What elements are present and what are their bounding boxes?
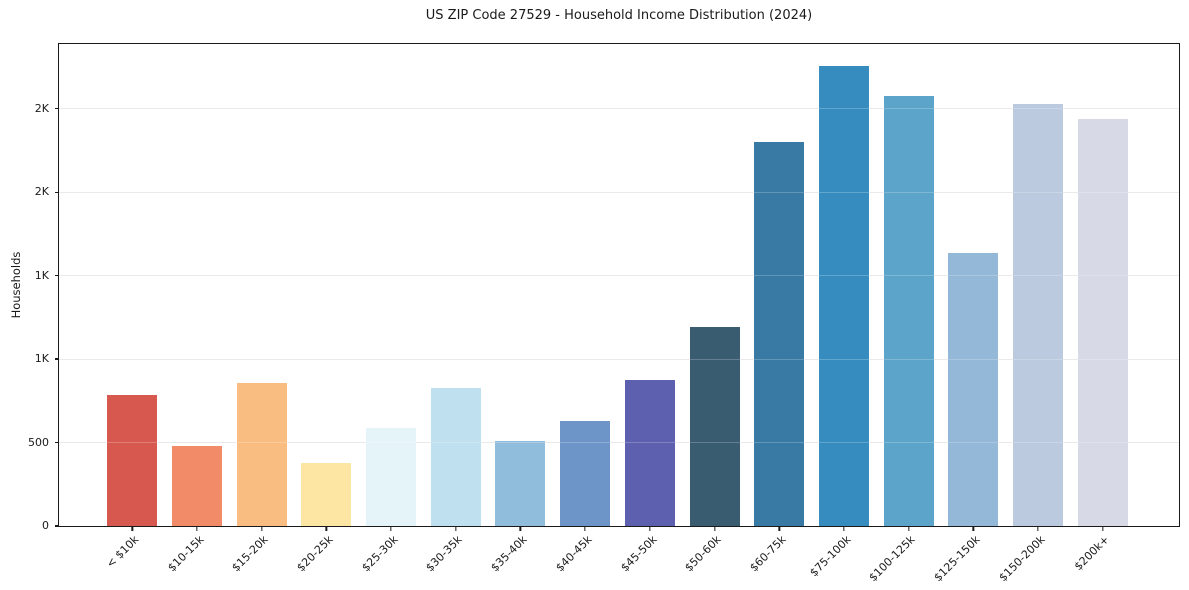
bar-slot: $45-50k xyxy=(618,44,683,574)
x-tick-mark xyxy=(325,526,328,531)
x-tick-mark xyxy=(131,526,133,531)
bar xyxy=(883,96,934,526)
bar-slot: $10-15k xyxy=(165,44,230,574)
y-tick-mark xyxy=(54,525,59,527)
bar-slot: $75-100k xyxy=(807,44,877,579)
y-axis-label: Households xyxy=(9,251,23,319)
bar-slot: $60-75k xyxy=(747,44,812,574)
y-tick-label: 2K xyxy=(34,101,49,115)
x-tick-mark xyxy=(390,526,392,531)
x-tick-mark xyxy=(843,526,845,531)
gridline xyxy=(59,108,1179,110)
bar xyxy=(301,463,352,526)
bar xyxy=(818,66,869,526)
x-tick-label: $40-45k xyxy=(553,533,595,575)
bar-slot: $30-35k xyxy=(423,44,488,574)
y-tick-mark xyxy=(54,108,59,110)
gridline xyxy=(59,275,1179,277)
bar xyxy=(560,420,611,526)
x-tick-mark xyxy=(519,526,522,531)
plot-area: < $10k $10-15k $15-20k $20-25k $25-30k $30-35… xyxy=(28,43,1180,584)
x-tick-label: $100-125k xyxy=(866,533,918,585)
bar-slot: $125-150k xyxy=(931,44,1006,584)
bar-slot: $200k+ xyxy=(1070,44,1135,573)
gridlines-layer xyxy=(59,44,1179,526)
x-tick-label: $200k+ xyxy=(1071,533,1112,574)
y-tick-label: 1K xyxy=(34,352,49,366)
gridline xyxy=(59,442,1179,444)
x-tick-label: $30-35k xyxy=(423,533,465,575)
chart-title: US ZIP Code 27529 - Household Income Dis… xyxy=(425,8,813,23)
bar-slot: < $10k xyxy=(100,44,165,571)
bar xyxy=(1077,118,1128,526)
x-tick-mark xyxy=(907,526,910,531)
bar xyxy=(107,395,158,526)
bar xyxy=(172,445,223,526)
x-tick-label: $125-150k xyxy=(931,533,983,585)
gridline xyxy=(59,191,1179,193)
gridline xyxy=(59,358,1179,360)
x-tick-label: $75-100k xyxy=(806,533,854,580)
bars-layer: < $10k $10-15k $15-20k $20-25k $25-30k $30-35… xyxy=(59,44,1179,584)
y-tick-label: 1K xyxy=(34,268,49,282)
x-tick-label: $15-20k xyxy=(229,533,271,575)
bar xyxy=(366,428,417,526)
x-tick-mark xyxy=(649,526,651,531)
bar-slot: $20-25k xyxy=(294,44,359,574)
y-tick-mark xyxy=(54,441,59,444)
bar-slot: $100-125k xyxy=(867,44,941,584)
x-tick-label: $10-15k xyxy=(164,533,207,575)
x-tick-mark xyxy=(972,526,974,531)
x-tick-mark xyxy=(196,526,198,531)
x-tick-mark xyxy=(778,526,780,531)
x-tick-label: $35-40k xyxy=(488,533,530,575)
y-tick-mark xyxy=(54,275,59,277)
y-tick-label: 2K xyxy=(34,185,49,199)
bar xyxy=(430,388,481,526)
bar-slot: $25-30k xyxy=(359,44,424,574)
x-tick-mark xyxy=(584,526,586,531)
bar-slot: $50-60k xyxy=(682,44,747,574)
x-tick-mark xyxy=(455,526,457,531)
x-tick-label: $150-200k xyxy=(996,533,1048,585)
y-tick-mark xyxy=(54,358,59,360)
x-tick-mark xyxy=(1037,526,1039,531)
x-tick-label: $20-25k xyxy=(294,533,336,575)
bar xyxy=(689,327,740,526)
x-tick-mark xyxy=(1102,526,1104,531)
bar-slot: $150-200k xyxy=(996,44,1071,584)
x-tick-mark xyxy=(713,526,716,531)
bar xyxy=(1012,103,1063,526)
x-tick-label: $50-60k xyxy=(682,533,724,575)
x-tick-label: $45-50k xyxy=(617,533,660,575)
bar-slot: $35-40k xyxy=(488,44,553,574)
bar xyxy=(754,142,805,526)
bar xyxy=(624,379,675,526)
bar-slot: $15-20k xyxy=(229,44,294,574)
bar xyxy=(495,440,546,526)
x-tick-label: $60-75k xyxy=(747,533,789,575)
bar xyxy=(236,383,287,526)
x-tick-mark xyxy=(261,526,263,531)
x-tick-label: < $10k xyxy=(103,533,142,571)
bar xyxy=(948,253,999,526)
y-tick-label: 500 xyxy=(28,435,49,449)
x-tick-label: $25-30k xyxy=(359,533,401,575)
bar-slot: $40-45k xyxy=(553,44,618,574)
y-tick-mark xyxy=(54,191,59,193)
y-tick-label: 0 xyxy=(42,519,49,532)
